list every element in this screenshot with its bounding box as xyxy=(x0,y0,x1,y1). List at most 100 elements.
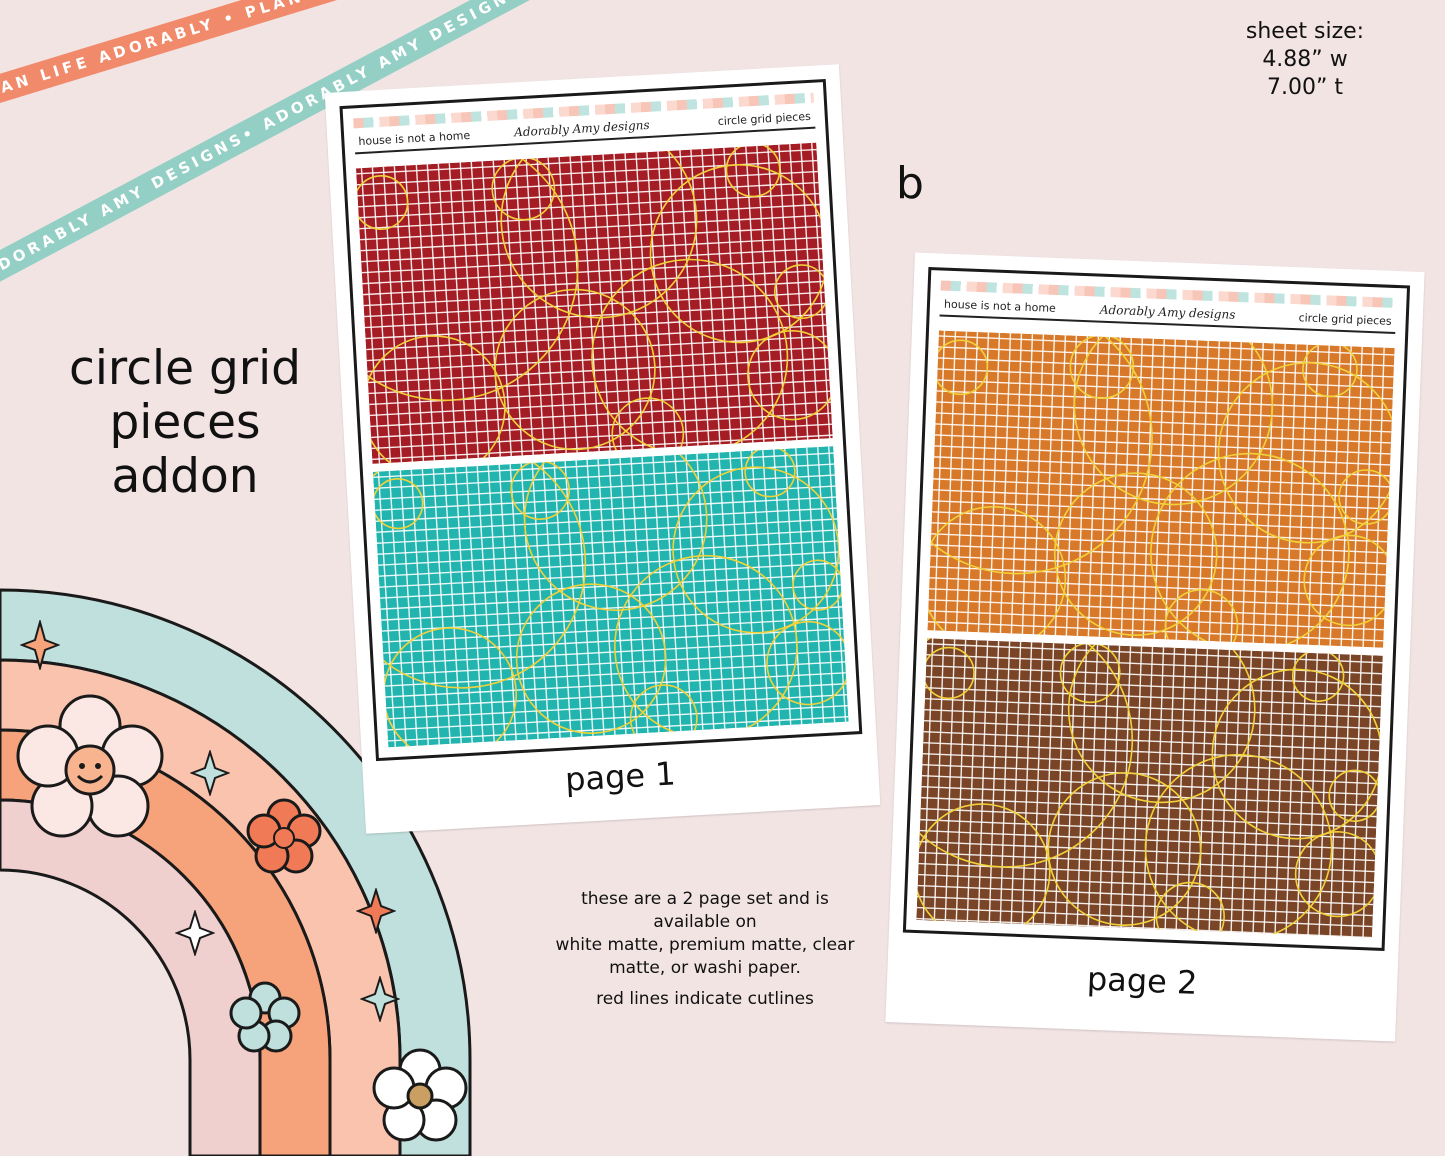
grid-line xyxy=(917,895,1373,917)
grid-line xyxy=(919,829,1376,851)
grid-line xyxy=(380,584,841,610)
grid-line xyxy=(789,144,809,440)
grid-line xyxy=(1087,644,1099,927)
circle-cutline xyxy=(494,288,656,451)
grid-line xyxy=(767,145,787,441)
grid-line xyxy=(356,148,817,175)
grid-line xyxy=(723,147,743,444)
grid-line xyxy=(1252,651,1264,933)
circle-cutline xyxy=(747,329,833,421)
grid-line xyxy=(944,639,956,922)
grid-line xyxy=(999,641,1011,924)
grid-line xyxy=(935,423,1392,444)
page-2-orange-grid-panel xyxy=(927,330,1395,648)
grid-line xyxy=(679,150,699,446)
grid-line xyxy=(383,628,844,654)
grid-line xyxy=(928,599,1385,620)
grid-line xyxy=(828,446,847,722)
grid-line xyxy=(922,638,934,921)
grid-line xyxy=(923,719,1380,741)
grid-line xyxy=(1021,642,1033,925)
page-2-sticker-sheet: house is not a home Adorably Amy designs… xyxy=(902,267,1411,952)
circle-cutline xyxy=(372,446,587,689)
grid-line xyxy=(367,357,829,384)
grid-line xyxy=(712,148,732,444)
grid-line xyxy=(1032,642,1044,925)
grid-line xyxy=(923,730,1380,752)
circle-cutline xyxy=(515,583,667,735)
grid-line xyxy=(358,192,820,219)
page-1-red-grid-panel xyxy=(355,142,833,464)
grid-line xyxy=(370,401,831,428)
grid-line xyxy=(920,807,1377,829)
grid-line xyxy=(1230,650,1242,933)
grid-line xyxy=(925,676,1382,697)
grid-line xyxy=(372,434,833,461)
sparkle-star-icon xyxy=(175,910,215,956)
page-1-card: house is not a home Adorably Amy designs… xyxy=(324,64,881,834)
page-1-sticker-sheet: house is not a home Adorably Amy designs… xyxy=(339,78,863,762)
grid-line xyxy=(362,269,824,296)
grid-line xyxy=(1054,643,1066,926)
circle-cutline xyxy=(1155,881,1225,938)
grid-line xyxy=(795,448,814,724)
grid-line xyxy=(362,258,823,285)
grid-line xyxy=(657,151,677,447)
grid-line xyxy=(936,401,1392,422)
grid-line xyxy=(364,302,826,329)
circle-cutline xyxy=(611,397,685,464)
circle-cutline xyxy=(927,330,1153,575)
sheet-size-width: 4.88” w xyxy=(1262,47,1348,72)
circle-cutline xyxy=(1164,588,1239,648)
grid-line xyxy=(373,452,834,479)
page-2-header: house is not a home Adorably Amy designs… xyxy=(939,280,1397,334)
grid-line xyxy=(924,708,1381,730)
grid-line xyxy=(937,379,1393,400)
grid-line xyxy=(1142,646,1154,929)
circle-cutline xyxy=(629,684,698,748)
grid-line xyxy=(376,507,837,533)
variant-letter: b xyxy=(896,158,924,209)
grid-line xyxy=(361,236,822,263)
circle-cutline xyxy=(916,803,1051,938)
grid-line xyxy=(580,155,600,452)
grid-line xyxy=(924,698,1381,719)
info-line-3: red lines indicate cutlines xyxy=(596,989,814,1009)
grid-line xyxy=(922,752,1379,774)
grid-line xyxy=(938,335,1395,356)
page-2-header-left: house is not a home xyxy=(943,297,1057,315)
grid-line xyxy=(937,357,1394,378)
daisy-flower-icon xyxy=(372,1048,468,1142)
grid-line xyxy=(930,555,1386,576)
grid-line xyxy=(366,335,828,362)
grid-line xyxy=(806,447,825,724)
grid-line xyxy=(937,368,1394,389)
grid-line xyxy=(613,153,633,450)
grid-line xyxy=(361,247,823,274)
sparkle-star-icon xyxy=(20,620,60,670)
grid-line xyxy=(602,154,622,451)
grid-line xyxy=(1219,649,1231,932)
page-1-teal-grid-panel xyxy=(372,446,849,748)
page-2-header-right: circle grid pieces xyxy=(1298,311,1392,328)
grid-line xyxy=(1109,645,1121,928)
orange-flower-icon xyxy=(246,798,322,874)
grid-line xyxy=(547,157,567,454)
grid-line xyxy=(366,324,827,351)
grid-line xyxy=(929,566,1386,587)
grid-line xyxy=(921,796,1377,818)
grid-line xyxy=(917,884,1374,906)
grid-line xyxy=(977,640,989,923)
circle-cutline xyxy=(1047,772,1202,926)
grid-line xyxy=(1318,653,1330,936)
grid-line xyxy=(734,147,754,443)
grid-line xyxy=(926,665,1382,686)
grid-line xyxy=(373,463,835,490)
grid-line xyxy=(1329,654,1341,936)
grid-line xyxy=(926,643,1383,664)
grid-line xyxy=(931,522,1388,543)
circle-cutline xyxy=(500,142,698,319)
grid-line xyxy=(368,368,829,395)
page-1-header-left: house is not a home xyxy=(358,128,471,149)
circle-cutline xyxy=(1144,753,1333,938)
